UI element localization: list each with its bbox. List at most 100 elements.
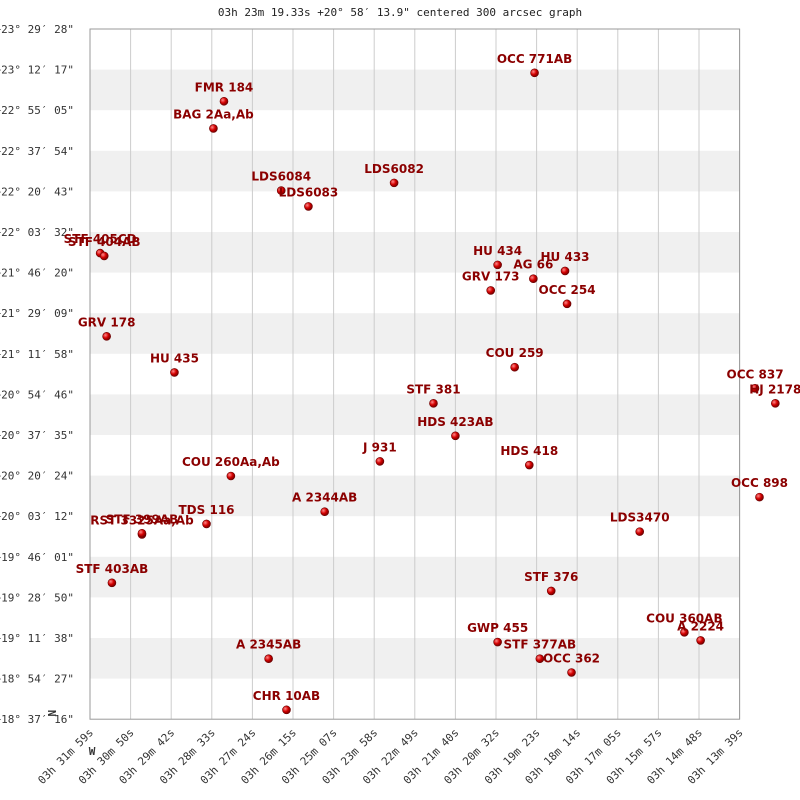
- star-label: TDS 116: [179, 503, 235, 517]
- y-tick-label: +19° 46′ 01": [0, 551, 74, 564]
- star-label: A 2224: [677, 619, 724, 633]
- y-tick-label: +20° 37′ 35": [0, 429, 74, 442]
- star-label: HDS 423AB: [417, 415, 493, 429]
- star-point[interactable]: [635, 527, 645, 536]
- star-point[interactable]: [219, 96, 229, 106]
- star-point[interactable]: [320, 507, 329, 517]
- star-point[interactable]: [486, 286, 496, 295]
- star-point[interactable]: [562, 299, 572, 309]
- star-label: OCC 837: [727, 367, 784, 381]
- star-label: AG 66: [513, 258, 553, 272]
- y-tick-label: +18° 37′ 16": [0, 713, 74, 726]
- plot-frame: [89, 28, 741, 720]
- star-label: FMR 184: [195, 80, 254, 94]
- compass-marks: NW: [46, 710, 96, 758]
- star-label: OCC 898: [731, 476, 788, 490]
- star-point[interactable]: [375, 457, 385, 466]
- star-point[interactable]: [282, 705, 291, 715]
- star-label: STF 377AB: [504, 638, 577, 652]
- y-tick-label: +21° 11′ 58": [0, 348, 74, 361]
- star-label: HU 433: [541, 250, 590, 264]
- star-point[interactable]: [493, 637, 502, 647]
- star-point[interactable]: [535, 654, 545, 664]
- y-tick-label: +21° 46′ 20": [0, 267, 74, 280]
- star-label: GRV 173: [462, 269, 520, 283]
- star-label: RST 3325Aa,Ab: [90, 513, 194, 527]
- star-label: A 2344AB: [292, 491, 357, 505]
- star-label: LDS3470: [610, 511, 670, 525]
- star-point[interactable]: [170, 368, 179, 377]
- star-point[interactable]: [771, 399, 780, 408]
- star-label: GWP 455: [467, 621, 528, 635]
- star-label: STF 404AB: [68, 235, 141, 249]
- y-tick-label: +21° 29′ 09": [0, 307, 74, 320]
- star-point[interactable]: [451, 431, 460, 441]
- star-point[interactable]: [755, 492, 764, 502]
- star-label: STF 381: [406, 382, 460, 396]
- star-point[interactable]: [202, 519, 211, 529]
- star-label: OCC 771AB: [497, 52, 572, 66]
- star-label: HJ 2178: [749, 382, 800, 396]
- y-tick-label: +20° 20′ 24": [0, 470, 74, 483]
- star-label: STF 403AB: [76, 562, 149, 576]
- star-point[interactable]: [524, 460, 534, 470]
- star-point[interactable]: [510, 362, 519, 372]
- chart-title: 03h 23m 19.33s +20° 58′ 13.9" centered 3…: [217, 6, 583, 19]
- star-label: STF 399AB: [106, 512, 179, 526]
- star-point[interactable]: [276, 186, 286, 195]
- star-label: OCC 362: [543, 652, 600, 666]
- star-label: HDS 418: [500, 444, 558, 458]
- star-label: STF 376: [524, 570, 578, 584]
- star-label: BAG 2Aa,Ab: [173, 107, 254, 121]
- star-label: COU 360AB: [646, 611, 722, 625]
- star-point[interactable]: [304, 202, 313, 211]
- star-label: A 2345AB: [236, 638, 301, 652]
- star-point[interactable]: [389, 178, 399, 188]
- star-label: LDS6082: [364, 162, 424, 176]
- star-point[interactable]: [493, 260, 502, 270]
- star-point[interactable]: [530, 68, 539, 78]
- star-label: GRV 178: [78, 315, 136, 329]
- star-label: OCC 254: [539, 283, 596, 297]
- y-tick-label: +22° 37′ 54": [0, 145, 74, 158]
- star-labels: OCC 771AB FMR 184 BAG 2Aa,Ab LDS6082 LDS6084…: [64, 52, 800, 703]
- y-tick-label: +23° 12′ 17": [0, 64, 74, 77]
- y-tick-label: +22° 55′ 05": [0, 104, 74, 117]
- star-point[interactable]: [209, 124, 218, 133]
- vertical-gridlines: [89, 29, 741, 720]
- star-point[interactable]: [429, 399, 438, 408]
- y-tick-label: +18° 54′ 27": [0, 673, 74, 686]
- star-label: LDS6084: [251, 170, 311, 184]
- star-points: [95, 68, 780, 715]
- star-point[interactable]: [226, 471, 236, 481]
- y-tick-label: +23° 29′ 28": [0, 23, 74, 36]
- star-point[interactable]: [99, 251, 109, 261]
- west-mark: W: [89, 745, 96, 758]
- star-point[interactable]: [546, 586, 556, 596]
- star-point[interactable]: [567, 668, 576, 677]
- star-point[interactable]: [560, 266, 570, 276]
- star-label: HU 435: [150, 351, 199, 365]
- star-point[interactable]: [680, 628, 689, 637]
- y-tick-label: +20° 03′ 12": [0, 510, 74, 523]
- star-label: COU 260Aa,Ab: [182, 455, 280, 469]
- y-tick-labels: +23° 29′ 28" +23° 12′ 17" +22° 55′ 05" +22°…: [0, 23, 74, 726]
- star-point[interactable]: [137, 528, 147, 538]
- star-point[interactable]: [264, 654, 273, 664]
- star-point[interactable]: [107, 578, 117, 588]
- star-label: CHR 10AB: [253, 689, 320, 703]
- star-point[interactable]: [696, 636, 705, 645]
- star-point[interactable]: [102, 332, 111, 341]
- star-label: LDS6083: [279, 185, 339, 199]
- y-tick-label: +20° 54′ 46": [0, 388, 74, 401]
- star-label: J 931: [362, 440, 397, 454]
- y-tick-label: +19° 28′ 50": [0, 591, 74, 604]
- north-mark: N: [46, 710, 59, 717]
- star-point[interactable]: [750, 384, 760, 393]
- star-label: COU 259: [486, 346, 544, 360]
- star-label: HU 434: [473, 244, 522, 258]
- star-point[interactable]: [529, 274, 538, 283]
